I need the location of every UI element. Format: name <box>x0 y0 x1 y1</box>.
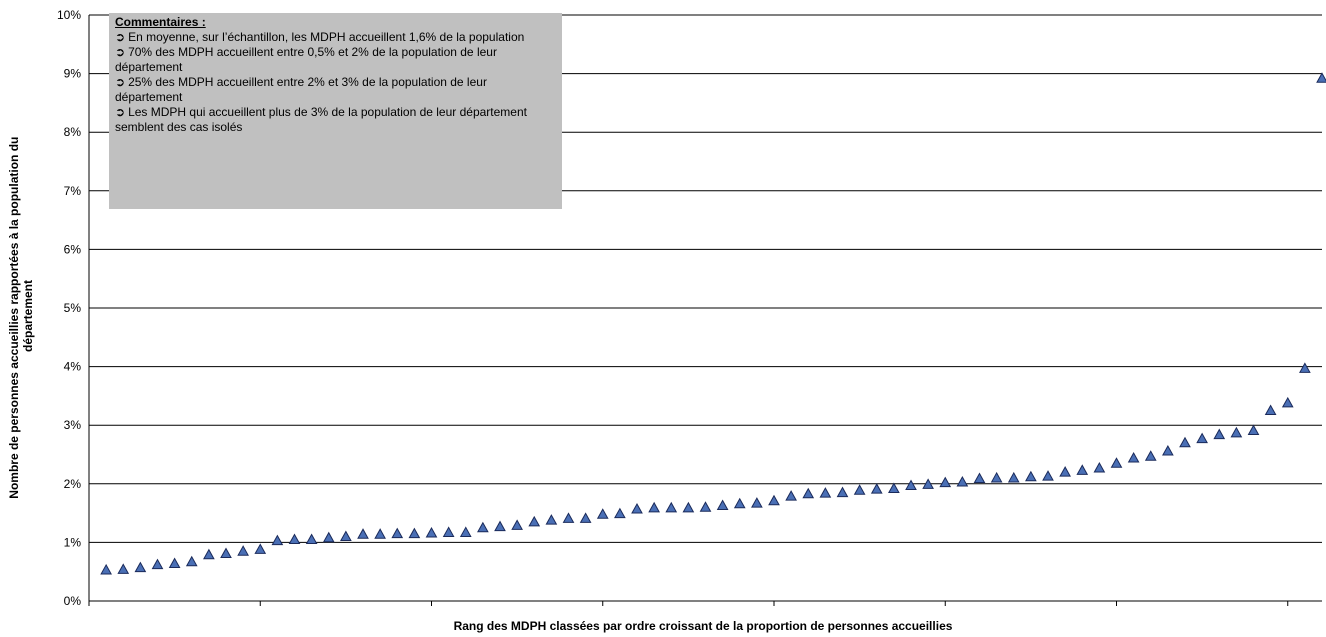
data-point <box>1247 424 1260 435</box>
data-point <box>100 563 112 575</box>
data-point <box>716 499 729 510</box>
data-point <box>357 528 369 539</box>
data-point <box>322 531 335 543</box>
data-point <box>271 534 284 546</box>
data-point <box>802 487 815 499</box>
data-point <box>888 482 900 493</box>
data-point <box>1059 466 1071 477</box>
data-point <box>579 512 592 523</box>
data-point <box>117 563 130 574</box>
y-tick-label: 6% <box>64 242 82 256</box>
data-point <box>648 501 660 513</box>
data-point <box>168 557 181 568</box>
data-point <box>1025 470 1037 482</box>
data-point <box>836 486 849 498</box>
y-tick-label: 4% <box>64 360 82 374</box>
x-axis <box>88 601 1289 606</box>
data-point <box>1196 432 1208 444</box>
y-tick-label: 8% <box>64 125 82 139</box>
data-point <box>699 501 712 512</box>
data-point <box>1299 362 1311 373</box>
y-tick-label: 7% <box>64 184 82 198</box>
data-point <box>631 502 643 514</box>
data-point <box>459 526 472 537</box>
y-tick-label: 2% <box>64 477 82 491</box>
data-point <box>545 514 558 525</box>
data-point <box>922 478 934 489</box>
data-point <box>185 555 198 567</box>
data-point <box>870 483 883 494</box>
curved-arrow-icon: ➲ <box>115 75 126 89</box>
data-point <box>305 533 318 544</box>
data-point <box>477 521 489 533</box>
data-point <box>562 512 575 523</box>
data-point <box>288 533 301 544</box>
data-point <box>425 526 438 538</box>
y-tick-label: 0% <box>64 594 82 608</box>
curved-arrow-icon: ➲ <box>115 105 126 119</box>
comments-box: Commentaires : ➲ En moyenne, sur l’échant… <box>109 13 562 209</box>
comment-line: ➲ En moyenne, sur l’échantillon, les MDPH… <box>115 30 525 44</box>
comment-line: ➲ 70% des MDPH accueillent entre 0,5% et … <box>115 45 497 74</box>
data-point <box>768 494 780 506</box>
data-point <box>973 472 986 484</box>
data-point <box>374 528 386 539</box>
data-point <box>614 507 626 519</box>
data-point <box>1162 444 1174 456</box>
data-point <box>1093 461 1106 473</box>
y-tick-label: 3% <box>64 418 82 432</box>
data-point <box>1179 436 1191 448</box>
data-point <box>391 527 404 539</box>
y-tick-labels: 0% 1% 2% 3% 4% 5% 6% 7% 8% 9% 10% <box>57 8 81 608</box>
y-axis-title: Nombre de personnes accueillies rapporté… <box>7 133 35 498</box>
y-tick-label: 10% <box>57 8 81 22</box>
data-point <box>956 476 969 487</box>
data-point <box>1110 457 1123 468</box>
data-point <box>990 471 1003 483</box>
comment-line: ➲ 25% des MDPH accueillent entre 2% et 3%… <box>115 75 487 104</box>
data-point <box>785 490 797 501</box>
data-point <box>1213 428 1226 440</box>
data-point <box>1042 470 1054 481</box>
data-point <box>151 558 164 570</box>
data-point <box>596 508 609 519</box>
data-point <box>237 545 249 556</box>
curved-arrow-icon: ➲ <box>115 45 126 59</box>
data-point <box>751 497 763 508</box>
data-point <box>1316 72 1326 83</box>
y-tick-label: 1% <box>64 535 82 549</box>
data-point <box>733 497 746 509</box>
y-tick-label: 9% <box>64 67 82 81</box>
data-point <box>853 484 866 495</box>
data-point <box>905 479 917 491</box>
data-point <box>1144 450 1157 461</box>
comments-title: Commentaires : <box>115 15 206 29</box>
curved-arrow-icon: ➲ <box>115 30 126 44</box>
data-point <box>134 561 147 573</box>
data-point <box>511 519 523 530</box>
data-point <box>220 547 232 559</box>
data-point <box>528 515 541 527</box>
data-point <box>1007 471 1020 483</box>
data-point <box>939 476 952 488</box>
comment-line: ➲ Les MDPH qui accueillent plus de 3% de … <box>115 105 527 134</box>
data-point <box>340 530 352 542</box>
data-points <box>100 72 1326 575</box>
data-point <box>819 487 832 498</box>
data-point <box>254 543 267 554</box>
data-point <box>1281 396 1294 408</box>
data-point <box>682 501 695 513</box>
data-point <box>1076 464 1089 475</box>
x-axis-title: Rang des MDPH classées par ordre croissa… <box>454 619 953 633</box>
data-point <box>442 526 455 537</box>
data-point <box>203 548 215 560</box>
data-point <box>665 501 678 513</box>
data-point <box>1264 404 1277 416</box>
data-point <box>1127 451 1140 463</box>
y-tick-label: 5% <box>64 301 82 315</box>
data-point <box>408 527 421 539</box>
data-point <box>494 520 506 532</box>
data-point <box>1230 426 1243 438</box>
